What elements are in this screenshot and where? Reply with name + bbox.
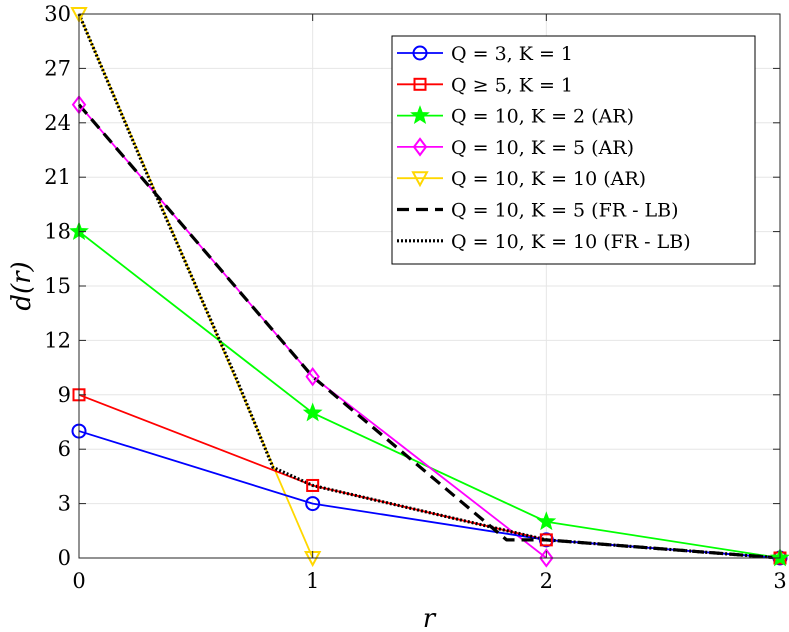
x-tick-label: 2 [540,569,553,593]
y-tick-label: 18 [44,220,71,244]
y-axis-label: d(r) [7,261,37,310]
legend-entry-7: Q = 10, K = 10 (FR - LB) [451,231,691,253]
legend-marker-2 [413,77,427,91]
series-3-point [536,511,557,531]
y-tick-label: 24 [44,111,71,135]
y-tick-label: 27 [44,56,71,80]
x-tick-label: 1 [306,569,319,593]
y-tick-label: 3 [58,492,71,516]
series-line-6 [77,103,781,560]
legend-entry-2: Q ≥ 5, K = 1 [451,74,573,96]
legend-entry-6: Q = 10, K = 5 (FR - LB) [451,200,679,222]
y-tick-label: 21 [44,165,71,189]
series-2-point [539,533,553,547]
series-1-point [305,496,321,512]
y-tick-label: 6 [58,437,71,461]
y-tick-label: 30 [44,2,71,26]
legend-entry-1: Q = 3, K = 1 [451,43,573,65]
y-tick-label: 12 [44,328,71,352]
legend-box [391,35,756,265]
legend-marker-4 [412,137,428,157]
legend-entry-5: Q = 10, K = 10 (AR) [451,168,646,190]
series-4-point [305,366,320,387]
legend-marker-5 [411,171,429,188]
x-tick-label: 3 [773,569,786,593]
x-axis-label: r [423,604,437,632]
x-tick-label: 0 [72,569,85,593]
series-lines [77,13,781,560]
y-tick-label: 9 [58,383,71,407]
legend: Q = 3, K = 1 Q ≥ 5, K = 1 Q = 10, K = 2 (A… [391,35,756,265]
series-2-point [306,478,320,492]
legend-entry-4: Q = 10, K = 5 (AR) [451,137,634,159]
series-3-point [302,402,323,422]
series-4-point [539,548,554,568]
legend-marker-1 [412,45,428,61]
legend-marker-3 [410,105,430,125]
legend-entry-3: Q = 10, K = 2 (AR) [451,106,634,128]
y-tick-label: 15 [44,274,71,298]
y-tick-label: 0 [58,546,71,570]
